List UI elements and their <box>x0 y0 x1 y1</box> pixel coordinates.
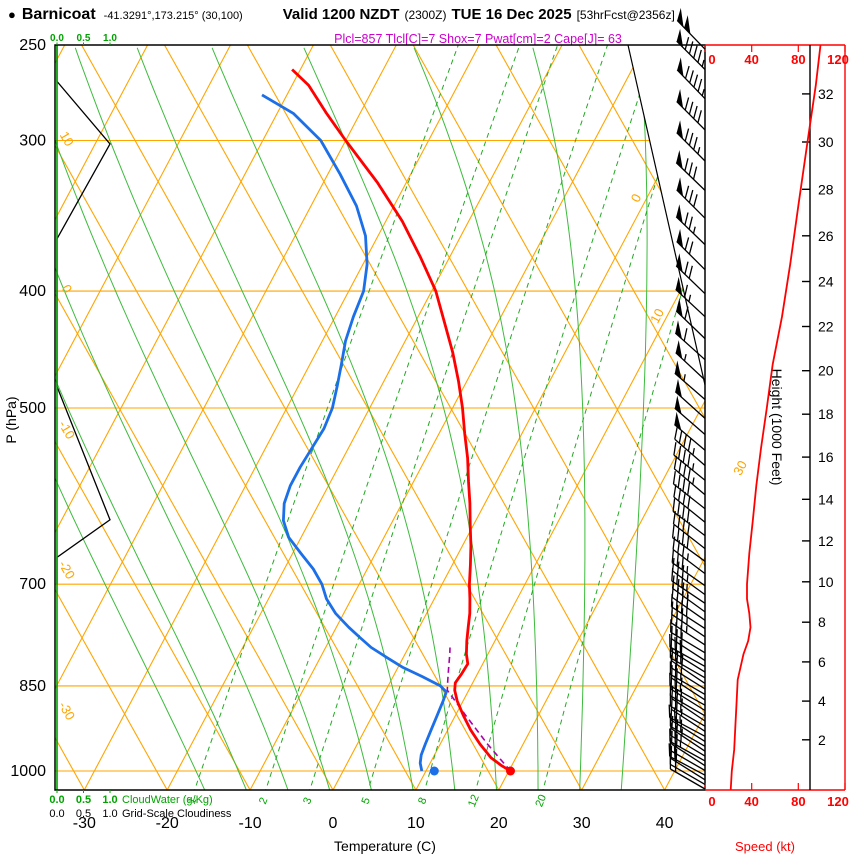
svg-text:P (hPa): P (hPa) <box>3 396 19 443</box>
svg-text:80: 80 <box>791 52 805 67</box>
valid-time: Valid 1200 NZDT (2300Z) TUE 16 Dec 2025 … <box>283 6 675 23</box>
svg-text:22: 22 <box>818 318 834 334</box>
svg-text:120: 120 <box>827 794 849 809</box>
svg-text:Temperature (C): Temperature (C) <box>334 838 436 854</box>
speed-axis: 0 0 40 40 80 80 120 120 Speed (kt) <box>704 45 849 854</box>
title-bar: ● Barnicoat -41.3291°,173.215° (30,100) … <box>8 6 675 24</box>
station-bullet-icon: ● <box>8 7 16 22</box>
svg-text:250: 250 <box>19 37 46 54</box>
svg-text:-10: -10 <box>239 815 262 832</box>
svg-text:30: 30 <box>818 134 834 150</box>
svg-text:0.0: 0.0 <box>49 808 64 820</box>
svg-text:-10: -10 <box>56 418 78 442</box>
valid-zulu: (2300Z) <box>404 8 447 22</box>
svg-text:700: 700 <box>19 576 46 593</box>
svg-text:1: 1 <box>186 796 199 806</box>
svg-text:1.0: 1.0 <box>103 33 117 44</box>
svg-text:4: 4 <box>818 693 826 709</box>
svg-text:32: 32 <box>818 86 834 102</box>
station-name: Barnicoat <box>21 6 96 23</box>
svg-text:10: 10 <box>57 129 77 149</box>
svg-text:Grid-Scale Cloudiness: Grid-Scale Cloudiness <box>122 808 232 820</box>
plot-frame <box>54 44 846 791</box>
svg-text:40: 40 <box>744 52 758 67</box>
surface-dewpoint-dot <box>429 766 439 776</box>
svg-text:Speed (kt): Speed (kt) <box>735 839 795 854</box>
svg-text:30: 30 <box>730 458 750 478</box>
svg-text:16: 16 <box>818 449 834 465</box>
cloud-scales: 0.0 0.0 0.0 0.5 0.5 0.5 1.0 1.0 1.0 CloudWater (g… <box>49 33 232 820</box>
wind-speed-curve <box>729 44 822 791</box>
svg-text:14: 14 <box>818 491 834 507</box>
svg-text:20: 20 <box>490 815 508 832</box>
svg-text:10: 10 <box>818 574 834 590</box>
temperature-axis: -30 -20 -10 0 10 20 30 40 Temperature (C) <box>73 815 674 854</box>
svg-text:1.0: 1.0 <box>102 794 117 806</box>
svg-text:-20: -20 <box>56 558 78 582</box>
svg-text:20: 20 <box>533 793 549 809</box>
svg-text:0: 0 <box>329 815 338 832</box>
svg-text:Height (1000 Feet): Height (1000 Feet) <box>769 369 785 486</box>
svg-text:CloudWater (g/Kg): CloudWater (g/Kg) <box>122 794 213 806</box>
svg-text:6: 6 <box>818 654 826 670</box>
skewt-grid <box>55 45 705 790</box>
svg-text:0.5: 0.5 <box>76 794 91 806</box>
wind-barbs <box>668 7 706 790</box>
svg-text:500: 500 <box>19 400 46 417</box>
svg-text:-30: -30 <box>56 699 78 723</box>
svg-text:0.5: 0.5 <box>76 808 91 820</box>
surface-temp-dot <box>506 766 515 776</box>
svg-text:0.0: 0.0 <box>50 33 64 44</box>
svg-text:80: 80 <box>791 794 805 809</box>
svg-text:0: 0 <box>708 794 715 809</box>
svg-text:1000: 1000 <box>10 763 46 780</box>
svg-text:300: 300 <box>19 132 46 149</box>
mixing-ratio-labels: 1 2 3 5 8 12 20 <box>186 793 549 809</box>
svg-text:24: 24 <box>818 274 834 290</box>
station-coordinates: -41.3291°,173.215° (30,100) <box>103 10 243 22</box>
svg-text:-30: -30 <box>73 815 96 832</box>
svg-text:12: 12 <box>466 793 482 809</box>
svg-text:120: 120 <box>827 52 849 67</box>
valid-date: TUE 16 Dec 2025 <box>451 6 572 23</box>
svg-text:40: 40 <box>744 794 758 809</box>
svg-text:20: 20 <box>818 363 834 379</box>
svg-text:3: 3 <box>301 796 314 806</box>
svg-text:1.0: 1.0 <box>102 808 117 820</box>
svg-text:18: 18 <box>818 406 834 422</box>
svg-text:12: 12 <box>818 533 834 549</box>
svg-text:5: 5 <box>360 796 373 806</box>
pressure-axis: 250 300 400 500 700 850 1000 P (hPa) <box>3 37 46 780</box>
svg-text:0: 0 <box>708 52 715 67</box>
forecast-hour: [53hrFcst@2356z] <box>576 8 675 22</box>
svg-text:0: 0 <box>628 191 645 204</box>
svg-text:8: 8 <box>416 796 429 806</box>
svg-text:10: 10 <box>407 815 425 832</box>
svg-text:30: 30 <box>573 815 591 832</box>
sounding-curves <box>261 68 512 773</box>
valid-prefix: Valid 1200 NZDT <box>282 6 400 23</box>
stability-indices: Plcl=857 Tlcl[C]=7 Shox=7 Pwat[cm]=2 Cap… <box>334 32 622 46</box>
svg-text:10: 10 <box>647 306 667 326</box>
svg-text:0.0: 0.0 <box>49 794 64 806</box>
svg-text:-20: -20 <box>156 815 179 832</box>
svg-text:28: 28 <box>818 181 834 197</box>
svg-text:2: 2 <box>818 732 826 748</box>
cloudiness-profile <box>56 45 111 585</box>
svg-text:40: 40 <box>656 815 674 832</box>
svg-text:0.5: 0.5 <box>77 33 91 44</box>
svg-text:26: 26 <box>818 228 834 244</box>
svg-text:8: 8 <box>818 614 826 630</box>
svg-text:2: 2 <box>257 796 270 806</box>
svg-text:850: 850 <box>19 678 46 695</box>
svg-text:400: 400 <box>19 283 46 300</box>
